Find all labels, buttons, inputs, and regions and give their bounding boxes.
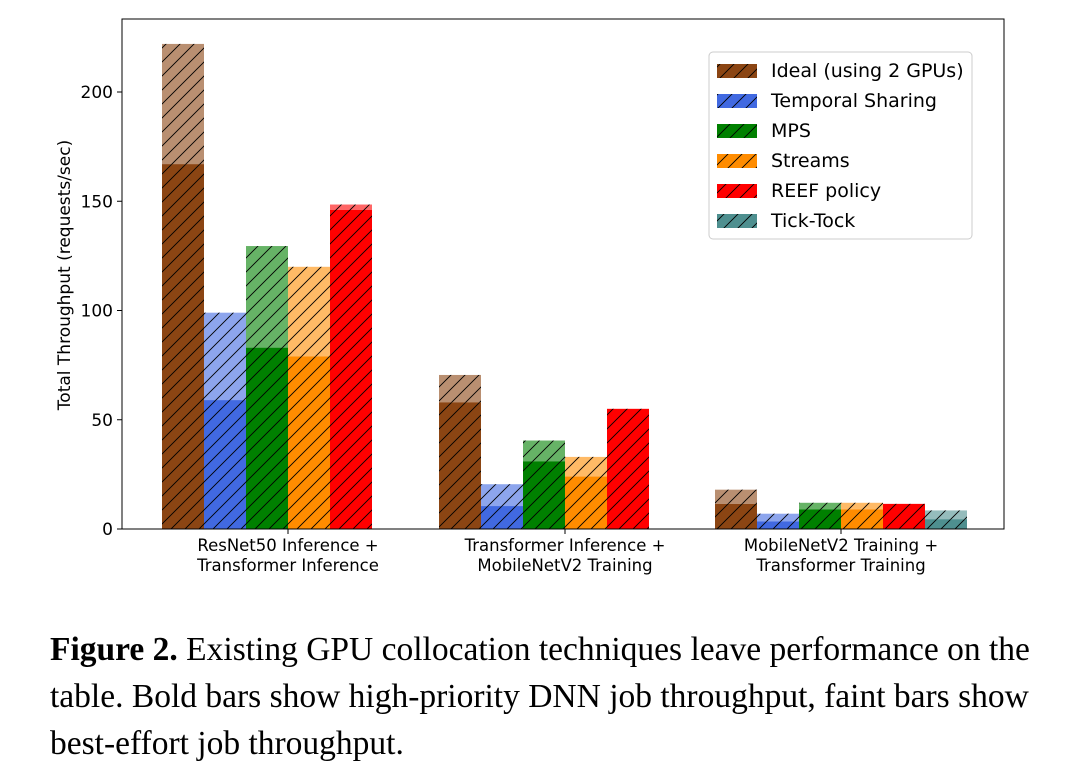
bar-best-effort-hatch	[799, 502, 841, 510]
legend-swatch-hatch	[717, 154, 757, 168]
x-tick-label: Transformer Training	[755, 556, 925, 575]
bar-best-effort-hatch	[204, 312, 246, 401]
legend-label: REEF policy	[771, 180, 881, 202]
y-tick-label: 150	[81, 192, 113, 212]
bar-high-priority-hatch	[799, 509, 841, 529]
x-tick-label: Transformer Inference +	[464, 536, 666, 555]
y-tick-label: 200	[81, 83, 113, 103]
bar-best-effort-hatch	[523, 440, 565, 462]
caption-label: Figure 2.	[50, 631, 178, 668]
x-tick-label: MobileNetV2 Training	[477, 556, 652, 575]
legend-frame	[708, 51, 973, 240]
bar-best-effort-hatch	[439, 374, 481, 403]
bar-high-priority-hatch	[715, 503, 757, 529]
legend-swatch-hatch	[717, 94, 757, 108]
legend-swatch-hatch	[717, 124, 757, 138]
bar-high-priority-hatch	[246, 347, 288, 529]
bar-best-effort-hatch	[757, 513, 799, 522]
y-tick-label: 50	[91, 411, 113, 431]
legend-label: Streams	[771, 150, 850, 172]
legend-label: Temporal Sharing	[770, 90, 937, 112]
bar-high-priority-hatch	[481, 506, 523, 529]
bar-high-priority-hatch	[330, 209, 372, 530]
bar-high-priority-hatch	[288, 356, 330, 529]
y-tick-label: 100	[81, 302, 113, 322]
x-tick-label: MobileNetV2 Training +	[744, 536, 938, 555]
y-axis-label: Total Throughput (requests/sec)	[55, 140, 75, 411]
bar-high-priority-hatch	[439, 402, 481, 529]
x-tick-label: Transformer Inference	[196, 556, 379, 575]
bar-best-effort-hatch	[162, 43, 204, 165]
bar-best-effort-hatch	[246, 246, 288, 348]
bar-high-priority-hatch	[883, 503, 925, 529]
bar-high-priority-hatch	[565, 476, 607, 529]
legend-label: Ideal (using 2 GPUs)	[771, 60, 964, 82]
y-tick-label: 0	[102, 520, 113, 540]
bar-best-effort-hatch	[841, 502, 883, 510]
legend-swatch-hatch	[717, 214, 757, 228]
bar-high-priority-hatch	[925, 519, 967, 529]
bar-high-priority-hatch	[204, 400, 246, 529]
bar-high-priority-hatch	[757, 521, 799, 529]
bar-best-effort-hatch	[565, 456, 607, 477]
x-tick-label: ResNet50 Inference +	[197, 536, 378, 555]
bar-best-effort-hatch	[715, 489, 757, 504]
legend-label: MPS	[771, 120, 811, 142]
legend: Ideal (using 2 GPUs) Temporal Sharing MPS S…	[708, 51, 973, 240]
legend-label: Tick-Tock	[770, 210, 855, 232]
bar-best-effort-hatch	[288, 266, 330, 357]
figure-caption: Figure 2. Existing GPU collocation techn…	[50, 626, 1040, 767]
legend-swatch-hatch	[717, 64, 757, 78]
bar-high-priority-hatch	[607, 408, 649, 529]
bar-best-effort-hatch	[925, 510, 967, 520]
legend-swatch-hatch	[717, 184, 757, 198]
bar-high-priority-hatch	[523, 461, 565, 529]
bar-high-priority-hatch	[162, 164, 204, 530]
plot-frame	[121, 18, 1005, 530]
bars-layer	[162, 43, 967, 530]
bar-best-effort-hatch	[481, 484, 523, 507]
caption-text: Existing GPU collocation techniques leav…	[50, 631, 1030, 762]
bar-high-priority-hatch	[841, 509, 883, 529]
bar-best-effort-hatch	[330, 204, 372, 210]
